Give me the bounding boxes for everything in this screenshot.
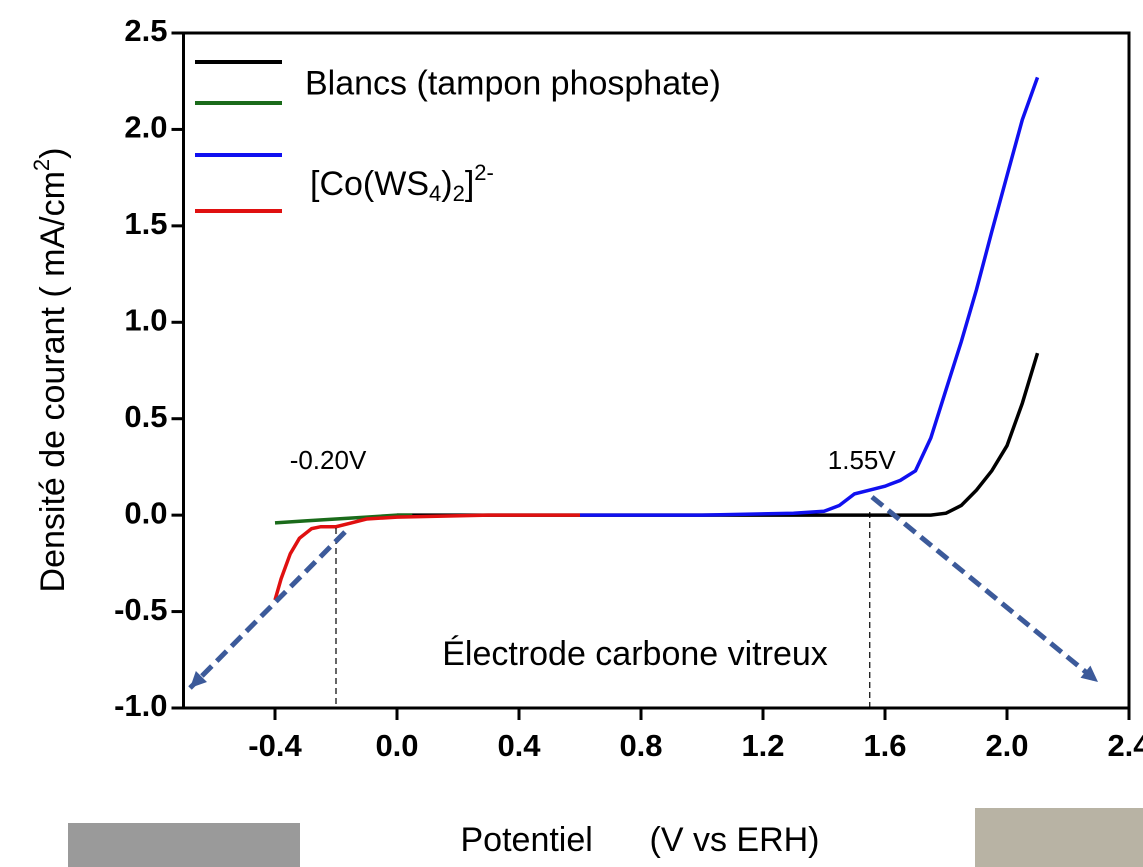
annotation: -0.20V	[290, 445, 367, 475]
arrow	[188, 530, 347, 690]
plot-frame	[182, 31, 1131, 710]
series-line	[397, 352, 1040, 517]
x-tick-label: 1.6	[863, 728, 906, 763]
note: Électrode carbone vitreux	[442, 635, 828, 673]
photo-right	[975, 808, 1143, 867]
y-tick-label: -0.5	[114, 592, 167, 627]
x-tick-label: 0.0	[375, 728, 418, 763]
x-tick-label: 0.8	[619, 728, 662, 763]
y-tick-label: 1.0	[124, 302, 167, 337]
legend-label: [Co(WS4)2]2-	[310, 160, 494, 206]
y-tick-label: 1.5	[124, 206, 167, 241]
series-line	[274, 513, 413, 525]
y-tick-label: 2.5	[124, 13, 167, 48]
annotation: 1.55V	[828, 445, 897, 475]
photo-left	[68, 823, 300, 867]
series-line	[273, 513, 580, 601]
y-axis-title: Densité de courant ( mA/cm2)	[29, 148, 72, 593]
x-axis-title: Potentiel (V vs ERH)	[461, 821, 820, 859]
y-tick-label: 0.0	[124, 495, 167, 530]
legend-label: Blancs (tampon phosphate)	[305, 64, 721, 102]
x-tick-label: 0.4	[497, 728, 541, 763]
x-tick-label: 2.4	[1107, 728, 1143, 763]
x-tick-label: -0.4	[248, 728, 302, 763]
y-tick-label: 0.5	[124, 399, 167, 434]
arrow-head	[190, 670, 207, 688]
arrow	[870, 495, 1100, 684]
x-tick-label: 2.0	[985, 728, 1028, 763]
y-tick-label: 2.0	[124, 110, 167, 145]
series-line	[580, 76, 1040, 517]
arrow-head	[1080, 665, 1098, 682]
x-tick-label: 1.2	[741, 728, 784, 763]
y-tick-label: -1.0	[114, 688, 167, 723]
